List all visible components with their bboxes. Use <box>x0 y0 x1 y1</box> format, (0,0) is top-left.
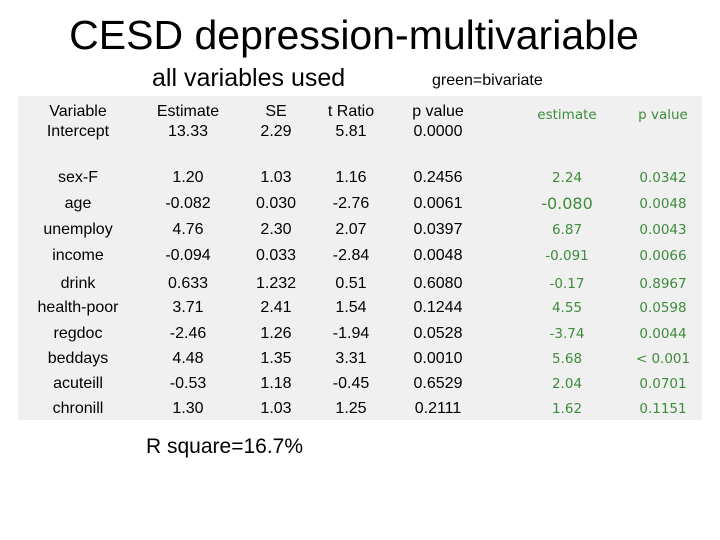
table-cell: 1.62 <box>551 401 583 417</box>
cell-intercept-variable: Intercept <box>46 123 110 140</box>
header-biv-p-value: p value <box>638 107 688 123</box>
table-cell: age <box>64 195 92 212</box>
table-cell: 5.68 <box>551 351 583 367</box>
table-cell: 0.51 <box>335 275 367 292</box>
table-cell: 6.87 <box>551 222 583 238</box>
cell-intercept-se: 2.29 <box>260 123 292 140</box>
table-cell: 0.0044 <box>639 326 687 342</box>
table-cell: 1.54 <box>335 299 367 316</box>
header-p-value: p value <box>412 103 464 120</box>
table-cell: 1.16 <box>335 169 367 186</box>
table-cell: 1.25 <box>335 400 367 417</box>
header-biv-estimate: estimate <box>537 107 597 123</box>
column-p-value: p value 0.0000 0.2456 0.0061 0.0397 0.0048 0.6… <box>388 96 488 420</box>
table-cell: -0.17 <box>549 276 585 292</box>
table-cell: -0.094 <box>165 247 211 264</box>
table-cell: 0.0010 <box>413 350 463 367</box>
table-cell: 1.03 <box>260 169 292 186</box>
table-cell: 0.1244 <box>413 299 463 316</box>
table-cell: 1.30 <box>172 400 204 417</box>
header-variable: Variable <box>49 103 107 120</box>
table-cell: 0.0528 <box>413 325 463 342</box>
table-cell: -0.53 <box>169 375 207 392</box>
table-cell: 0.6529 <box>413 375 463 392</box>
table-cell: 0.6080 <box>413 275 463 292</box>
table-cell: unemploy <box>43 221 113 238</box>
table-cell: 0.2111 <box>414 400 462 417</box>
table-cell: 1.26 <box>260 325 292 342</box>
table-cell: 0.0342 <box>639 170 687 186</box>
table-cell: 0.0048 <box>413 247 463 264</box>
table-cell: -2.46 <box>169 325 207 342</box>
table-cell: -0.082 <box>165 195 211 212</box>
table-cell: 1.03 <box>260 400 292 417</box>
table-cell: 2.30 <box>260 221 292 238</box>
table-cell: 1.20 <box>172 169 204 186</box>
column-estimate: Estimate 13.33 1.20 -0.082 4.76 -0.094 0.633 3.… <box>140 96 236 420</box>
table-cell: 1.232 <box>255 275 297 292</box>
table-cell: income <box>52 247 104 264</box>
results-table: Variable Intercept sex-F age unemploy income d… <box>18 96 702 420</box>
table-cell: 0.633 <box>167 275 209 292</box>
table-cell: 1.18 <box>260 375 292 392</box>
r-square-label: R square=16.7% <box>146 435 304 458</box>
table-cell: 4.55 <box>551 300 583 316</box>
table-cell: 2.04 <box>551 376 583 392</box>
column-se: SE 2.29 1.03 0.030 2.30 0.033 1.232 2.41 1.26 1.3… <box>238 96 314 420</box>
column-variable: Variable Intercept sex-F age unemploy income d… <box>18 96 138 420</box>
table-cell: 0.0701 <box>639 376 687 392</box>
table-cell: -1.94 <box>332 325 370 342</box>
table-cell: 0.0048 <box>639 196 687 212</box>
table-cell: drink <box>60 275 96 292</box>
table-cell: -3.74 <box>549 326 585 342</box>
table-cell: -0.45 <box>332 375 370 392</box>
table-cell: regdoc <box>53 325 103 342</box>
table-cell: sex-F <box>58 169 98 186</box>
table-cell: 0.0066 <box>639 248 687 264</box>
cell-intercept-estimate: 13.33 <box>167 123 209 140</box>
table-cell: 0.030 <box>255 195 297 212</box>
page-title: CESD depression-multivariable <box>69 12 639 58</box>
table-cell: beddays <box>47 350 109 367</box>
table-cell: 0.033 <box>255 247 297 264</box>
table-cell: 0.0043 <box>639 222 687 238</box>
table-cell: acuteill <box>53 375 103 392</box>
header-estimate: Estimate <box>156 103 220 120</box>
table-cell: 3.31 <box>335 350 367 367</box>
table-cell: 0.8967 <box>639 276 687 292</box>
column-bivariate-estimate: estimate 2.24 -0.080 6.87 -0.091 -0.17 4.55 -3.… <box>512 96 622 420</box>
table-cell: -2.76 <box>332 195 370 212</box>
subtitle: all variables used <box>152 64 346 92</box>
header-se: SE <box>265 103 287 120</box>
table-cell: 1.35 <box>260 350 292 367</box>
column-t-ratio: t Ratio 5.81 1.16 -2.76 2.07 -2.84 0.51 1.54 -1.… <box>316 96 386 420</box>
column-bivariate-p-value: p value 0.0342 0.0048 0.0043 0.0066 0.8967 0.0… <box>624 96 702 420</box>
table-cell: 0.0397 <box>413 221 463 238</box>
cell-intercept-t-ratio: 5.81 <box>335 123 367 140</box>
table-cell: 2.41 <box>260 299 292 316</box>
table-cell: 4.76 <box>172 221 204 238</box>
table-cell: < 0.001 <box>635 351 691 367</box>
table-cell: 4.48 <box>172 350 204 367</box>
table-cell: 2.07 <box>335 221 367 238</box>
table-cell: 2.24 <box>551 170 583 186</box>
table-cell: chronill <box>52 400 104 417</box>
table-cell: 0.0061 <box>413 195 463 212</box>
table-cell: -0.091 <box>545 248 589 264</box>
table-cell: 0.2456 <box>413 169 463 186</box>
legend-note: green=bivariate <box>432 72 543 89</box>
table-cell: -0.080 <box>541 194 593 213</box>
table-cell: -2.84 <box>332 247 370 264</box>
header-t-ratio: t Ratio <box>327 103 375 120</box>
table-cell: 0.0598 <box>639 300 687 316</box>
table-cell: 3.71 <box>172 299 204 316</box>
table-cell: 0.1151 <box>639 401 687 417</box>
table-cell: health-poor <box>37 299 119 316</box>
cell-intercept-p-value: 0.0000 <box>413 123 463 140</box>
